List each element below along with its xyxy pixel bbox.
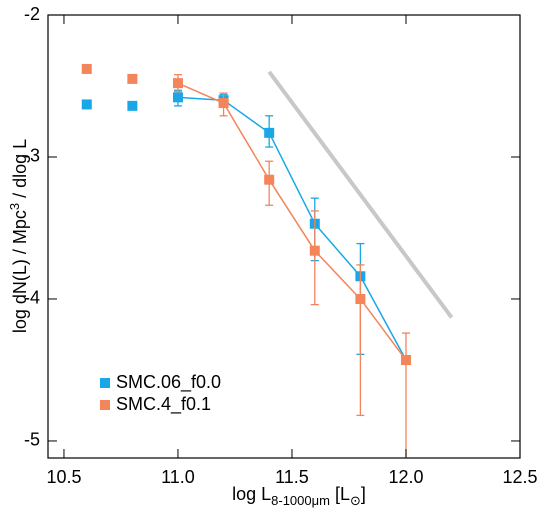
point xyxy=(81,63,92,74)
reference-line xyxy=(267,70,454,319)
plot-frame xyxy=(47,14,521,459)
x-label-part: ] xyxy=(361,484,366,504)
legend-swatch xyxy=(100,400,110,410)
x-tick-label: 11.0 xyxy=(161,467,195,487)
x-tick-label: 12.0 xyxy=(388,467,423,487)
x-label-part: ⊙ xyxy=(350,493,361,508)
y-axis-label: log dN(L) / Mpc3 / dlog L xyxy=(7,139,30,333)
plot-area xyxy=(81,63,454,458)
point xyxy=(172,78,183,89)
x-axis-label: log L8-1000μm [L⊙] xyxy=(232,484,366,508)
point xyxy=(81,99,92,110)
x-label-part: 8-1000μm xyxy=(271,493,330,508)
point xyxy=(218,98,229,109)
x-label-part: log L xyxy=(232,484,271,504)
x-tick-label: 10.5 xyxy=(46,467,81,487)
series-line xyxy=(223,99,270,134)
x-tick-label: 12.5 xyxy=(502,467,537,487)
point xyxy=(309,245,320,256)
series-line xyxy=(268,179,316,252)
y-tick-label: -4 xyxy=(24,288,40,308)
point xyxy=(127,73,138,84)
series-line xyxy=(314,223,361,277)
point xyxy=(264,127,275,138)
error-bar xyxy=(356,264,365,417)
point xyxy=(355,293,366,304)
series-line xyxy=(268,132,316,225)
series-line xyxy=(359,298,407,361)
series-line xyxy=(177,82,224,104)
y-label-part: log dN(L) / Mpc xyxy=(10,210,30,333)
y-label-part: 3 xyxy=(7,203,22,210)
legend-swatch xyxy=(100,378,110,388)
series-line xyxy=(359,275,407,361)
point xyxy=(172,92,183,103)
legend-label: SMC.06_f0.0 xyxy=(116,372,221,393)
point xyxy=(264,174,275,185)
error-bar xyxy=(310,210,319,306)
legend-label: SMC.4_f0.1 xyxy=(116,394,211,415)
series-line xyxy=(222,102,270,181)
x-tick-label: 11.5 xyxy=(275,467,309,487)
y-label-part: / dlog L xyxy=(10,139,30,203)
y-tick-label: -2 xyxy=(24,4,40,24)
series-line xyxy=(314,250,361,300)
x-label-part: [L xyxy=(330,484,350,504)
y-tick-label: -5 xyxy=(24,430,40,450)
point xyxy=(400,355,411,366)
point xyxy=(127,100,138,111)
y-tick-label: -3 xyxy=(24,146,40,166)
